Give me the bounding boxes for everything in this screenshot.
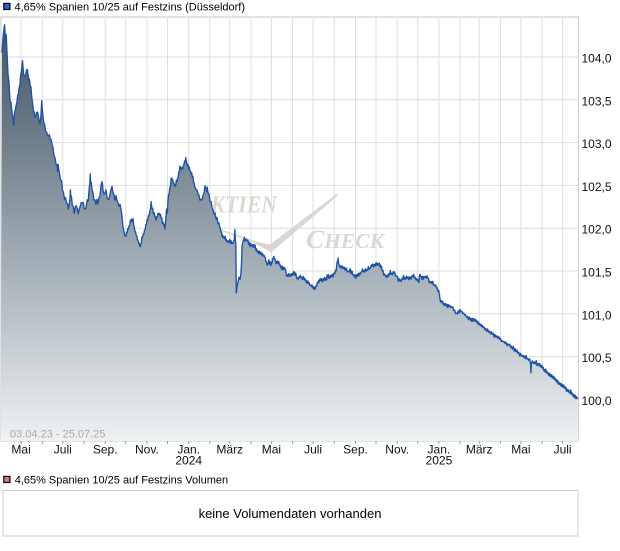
svg-text:Mai: Mai xyxy=(11,443,30,457)
svg-text:100,5: 100,5 xyxy=(582,351,612,365)
svg-text:März: März xyxy=(216,443,243,457)
svg-text:4,65% Spanien 10/25 auf Festzi: 4,65% Spanien 10/25 auf Festzins Volumen xyxy=(15,475,228,487)
svg-text:Nov.: Nov. xyxy=(385,443,409,457)
svg-text:Juli: Juli xyxy=(54,443,72,457)
svg-text:Jan.: Jan. xyxy=(428,443,451,457)
svg-text:100,0: 100,0 xyxy=(582,394,612,408)
svg-text:102,5: 102,5 xyxy=(582,180,612,194)
svg-text:2025: 2025 xyxy=(426,454,453,468)
svg-text:103,5: 103,5 xyxy=(582,94,612,108)
svg-text:104,0: 104,0 xyxy=(582,52,612,66)
svg-text:2024: 2024 xyxy=(175,454,202,468)
svg-text:Mai: Mai xyxy=(262,443,281,457)
svg-text:101,0: 101,0 xyxy=(582,308,612,322)
svg-text:Mai: Mai xyxy=(511,443,530,457)
svg-text:Nov.: Nov. xyxy=(135,443,159,457)
svg-text:Sep.: Sep. xyxy=(343,443,368,457)
svg-text:Sep.: Sep. xyxy=(93,443,118,457)
svg-text:Juli: Juli xyxy=(554,443,572,457)
svg-text:101,5: 101,5 xyxy=(582,266,612,280)
svg-text:keine Volumendaten vorhanden: keine Volumendaten vorhanden xyxy=(199,506,382,521)
svg-text:102,0: 102,0 xyxy=(582,223,612,237)
svg-text:CHECK: CHECK xyxy=(306,224,386,254)
svg-text:Jan.: Jan. xyxy=(177,443,200,457)
svg-text:März: März xyxy=(466,443,493,457)
svg-text:103,0: 103,0 xyxy=(582,137,612,151)
svg-text:Juli: Juli xyxy=(304,443,322,457)
svg-text:03.04.23 - 25.07.25: 03.04.23 - 25.07.25 xyxy=(10,428,105,440)
svg-text:4,65% Spanien 10/25 auf Festzi: 4,65% Spanien 10/25 auf Festzins (Düssel… xyxy=(15,1,246,13)
